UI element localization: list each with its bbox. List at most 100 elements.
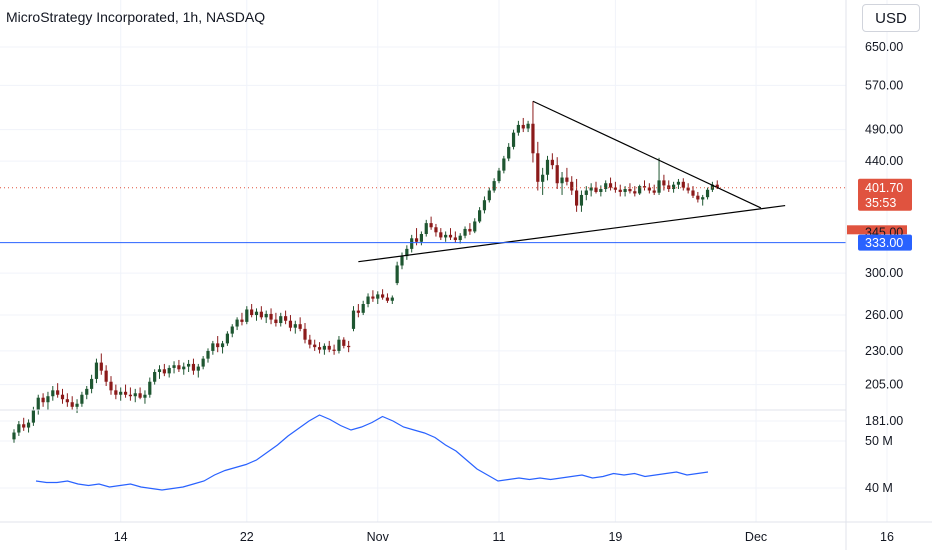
chart-title: MicroStrategy Incorporated, 1h, NASDAQ — [6, 9, 265, 25]
candle-body — [492, 181, 496, 191]
candle — [696, 191, 700, 203]
candle — [114, 384, 118, 400]
candle-body — [269, 313, 273, 320]
candle — [405, 245, 409, 260]
candle-body — [560, 177, 564, 184]
candle — [560, 171, 564, 195]
candle-body — [56, 390, 60, 395]
candle — [681, 178, 685, 191]
candle — [56, 383, 60, 398]
candle — [652, 184, 656, 195]
candle-body — [371, 296, 375, 299]
time-tick-label: Nov — [367, 530, 390, 544]
candle-body — [526, 123, 530, 129]
candle-body — [482, 200, 487, 211]
candle-body — [395, 265, 399, 284]
candle-body — [31, 409, 35, 423]
candle — [555, 157, 559, 190]
candle-body — [555, 165, 559, 184]
candle-body — [41, 397, 45, 403]
horizontal-line-group[interactable] — [0, 187, 846, 244]
candle — [187, 359, 191, 373]
price-tick-label: 570.00 — [865, 78, 903, 92]
candle-body — [94, 362, 99, 379]
last-price-label: 401.70 — [865, 181, 903, 195]
candle-body — [715, 184, 719, 188]
candle — [647, 183, 651, 194]
candle — [502, 155, 506, 174]
candle — [172, 361, 176, 374]
candle — [676, 178, 681, 190]
candle — [579, 190, 584, 212]
candle-body — [541, 174, 545, 182]
candle — [347, 340, 351, 353]
candle-body — [657, 180, 661, 193]
horizontal-line-badge[interactable] — [858, 234, 912, 251]
candle-body — [26, 422, 31, 428]
time-tick-label: 11 — [493, 530, 506, 544]
candle — [216, 336, 220, 353]
candle — [148, 377, 152, 398]
candle — [642, 180, 647, 191]
candle-body — [487, 190, 491, 201]
candle — [492, 178, 496, 193]
candle — [46, 391, 50, 410]
candle — [220, 340, 225, 354]
candle — [584, 186, 588, 201]
candle — [439, 228, 443, 241]
candle-body — [187, 363, 191, 367]
candle — [356, 304, 360, 318]
currency-button[interactable]: USD — [862, 4, 920, 32]
lower-trendline[interactable] — [358, 204, 786, 263]
candle — [376, 291, 380, 305]
candle — [618, 184, 622, 197]
candle-body — [604, 183, 608, 190]
candle — [269, 308, 273, 325]
candle — [94, 358, 99, 384]
candle — [264, 310, 268, 324]
candle-body — [652, 190, 656, 193]
candle-body — [308, 339, 312, 345]
candle-body — [579, 194, 584, 206]
candle-body — [196, 366, 200, 371]
candle-body — [104, 370, 108, 382]
candle — [12, 429, 16, 443]
last-price-badge — [858, 178, 912, 211]
candle — [41, 393, 45, 407]
candle — [351, 306, 356, 332]
candle-body — [342, 339, 346, 346]
candle — [332, 344, 336, 355]
candle — [240, 312, 244, 326]
candle-body — [17, 424, 21, 433]
candle-body — [259, 311, 263, 318]
candle — [288, 315, 293, 332]
candle-body — [36, 397, 40, 410]
candle — [85, 386, 89, 400]
candle — [448, 228, 453, 241]
trendlines-group[interactable] — [358, 100, 786, 263]
candle-body — [633, 191, 637, 194]
upper-trendline[interactable] — [532, 100, 762, 209]
candle-body — [366, 296, 370, 305]
candle-body — [686, 187, 690, 191]
candle — [26, 419, 31, 433]
time-tick-label: 16 — [880, 530, 894, 544]
candle — [390, 295, 394, 305]
candle-body — [206, 350, 210, 359]
candle — [196, 363, 200, 378]
candle-body — [279, 316, 283, 324]
candle-body — [119, 391, 123, 395]
price-tick-label: 205.00 — [865, 378, 903, 392]
price-tick-label: 260.00 — [865, 308, 903, 322]
candle — [51, 386, 55, 401]
candle — [80, 391, 84, 407]
candle — [400, 252, 404, 270]
time-tick-label: 14 — [114, 530, 128, 544]
candle-body — [468, 228, 472, 232]
candle — [638, 184, 642, 195]
candle-body — [361, 304, 365, 313]
candle — [497, 167, 501, 184]
candle — [628, 183, 632, 194]
